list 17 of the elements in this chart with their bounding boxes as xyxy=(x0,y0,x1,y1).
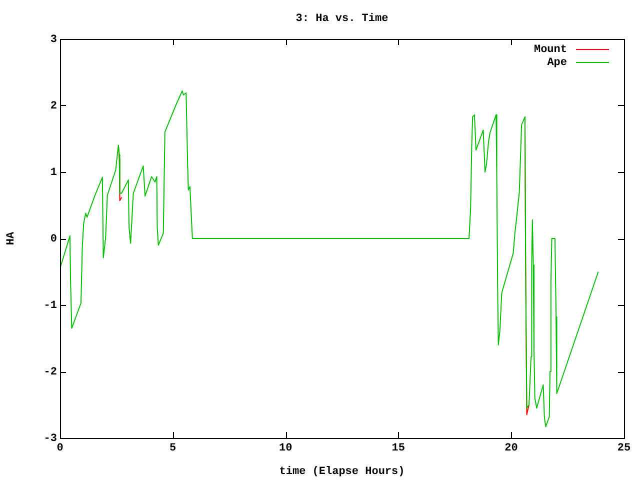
legend-label: Mount xyxy=(534,44,567,56)
y-tick-label: -1 xyxy=(44,300,58,312)
y-tick-label: 2 xyxy=(50,100,57,112)
y-tick-label: -3 xyxy=(44,432,58,445)
y-tick-label: 3 xyxy=(50,34,58,46)
y-tick-label: -2 xyxy=(44,366,57,378)
x-tick-label: 20 xyxy=(504,442,518,454)
x-tick-label: 5 xyxy=(169,442,176,454)
chart-title: 3: Ha vs. Time xyxy=(296,12,389,25)
x-tick-label: 25 xyxy=(617,442,631,454)
y-tick-label: 1 xyxy=(50,166,58,179)
x-axis-title: time (Elapse Hours) xyxy=(279,466,405,478)
x-tick-label: 15 xyxy=(392,442,406,454)
legend-label: Ape xyxy=(547,56,568,69)
y-axis-title: HA xyxy=(5,232,18,246)
y-tick-label: 0 xyxy=(50,233,57,246)
x-tick-label: 10 xyxy=(279,442,292,454)
